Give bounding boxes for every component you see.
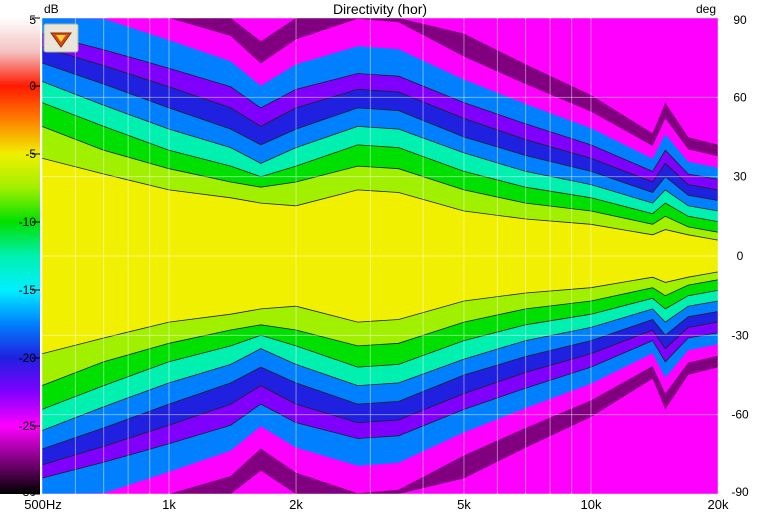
colorbar (0, 18, 40, 494)
logo (43, 23, 79, 53)
colorbar-tick-label: -20 (19, 351, 37, 365)
contour-3db-pos (42, 157, 718, 241)
heatmap-fills (42, 18, 718, 494)
x-tick-label: 2k (289, 497, 303, 512)
colorbar-tick-label: -5 (25, 147, 36, 161)
grid-lines (42, 18, 718, 494)
contour-15db-neg (42, 311, 718, 450)
plot-area (42, 18, 718, 494)
chart-title: Directivity (hor) (333, 1, 427, 17)
x-tick-label: 20k (708, 497, 729, 512)
colorbar-tick-label: -30 (19, 485, 37, 499)
contour-lines (42, 33, 718, 479)
contour-9db-pos (42, 102, 718, 222)
contour-3db-neg (42, 271, 718, 355)
colorbar-tick-labels: 5 0 -5 -10 -15 -20 -25 -30 (19, 13, 40, 499)
colorbar-unit-label: dB (44, 2, 59, 16)
contour-6db-neg (42, 279, 718, 386)
y-tick-label: -90 (731, 485, 749, 499)
contour-18db-neg (42, 321, 718, 466)
contour-21db-pos (42, 33, 718, 180)
y-tick-label: -60 (731, 408, 749, 422)
y-tick-label: 30 (733, 170, 747, 184)
x-tick-label: 10k (580, 497, 601, 512)
contour-18db-pos (42, 46, 718, 191)
y-tick-label: 90 (733, 13, 747, 27)
x-tick-label: 500Hz (24, 497, 62, 512)
contour-6db-pos (42, 126, 718, 233)
y-tick-label: 60 (733, 90, 747, 104)
colorbar-tick-label: 0 (29, 79, 36, 93)
x-tick-label: 5k (457, 497, 471, 512)
colorbar-tick-label: -15 (19, 283, 37, 297)
colorbar-tick-label: -10 (19, 215, 37, 229)
x-axis-tick-labels: 500Hz 1k 2k 5k 10k 20k (24, 497, 729, 512)
contour-15db-pos (42, 62, 718, 201)
contour-12db-neg (42, 300, 718, 431)
contour-12db-pos (42, 81, 718, 212)
contour-21db-neg (42, 332, 718, 479)
heatmap-region-3db (42, 158, 718, 354)
y-tick-label: 0 (737, 249, 744, 263)
contour-9db-neg (42, 290, 718, 410)
y-axis-unit-label: deg (696, 2, 716, 16)
x-tick-label: 1k (162, 497, 176, 512)
y-axis-tick-labels: 90 60 30 0 -30 -60 -90 (731, 13, 749, 499)
y-tick-label: -30 (731, 328, 749, 342)
colorbar-tick-label: -25 (19, 419, 37, 433)
colorbar-tick-label: 5 (29, 13, 36, 27)
